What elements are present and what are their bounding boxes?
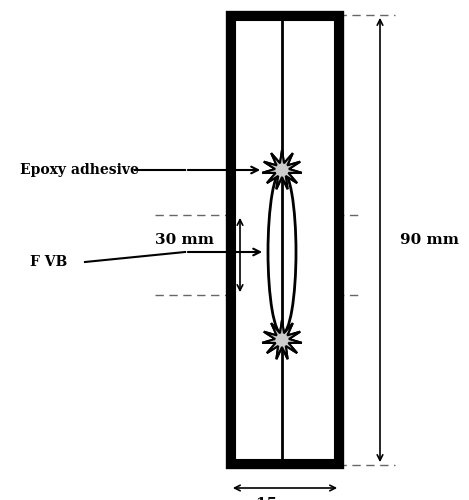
Text: F VB: F VB <box>30 255 67 269</box>
Polygon shape <box>262 320 302 359</box>
Text: 30 mm: 30 mm <box>155 233 214 247</box>
Text: Epoxy adhesive: Epoxy adhesive <box>20 163 139 177</box>
Polygon shape <box>262 320 302 359</box>
Text: 15 mm: 15 mm <box>256 497 314 500</box>
Bar <box>235 20 335 460</box>
Polygon shape <box>262 150 302 189</box>
Polygon shape <box>262 150 302 189</box>
Bar <box>230 15 340 465</box>
Text: 90 mm: 90 mm <box>400 233 459 247</box>
